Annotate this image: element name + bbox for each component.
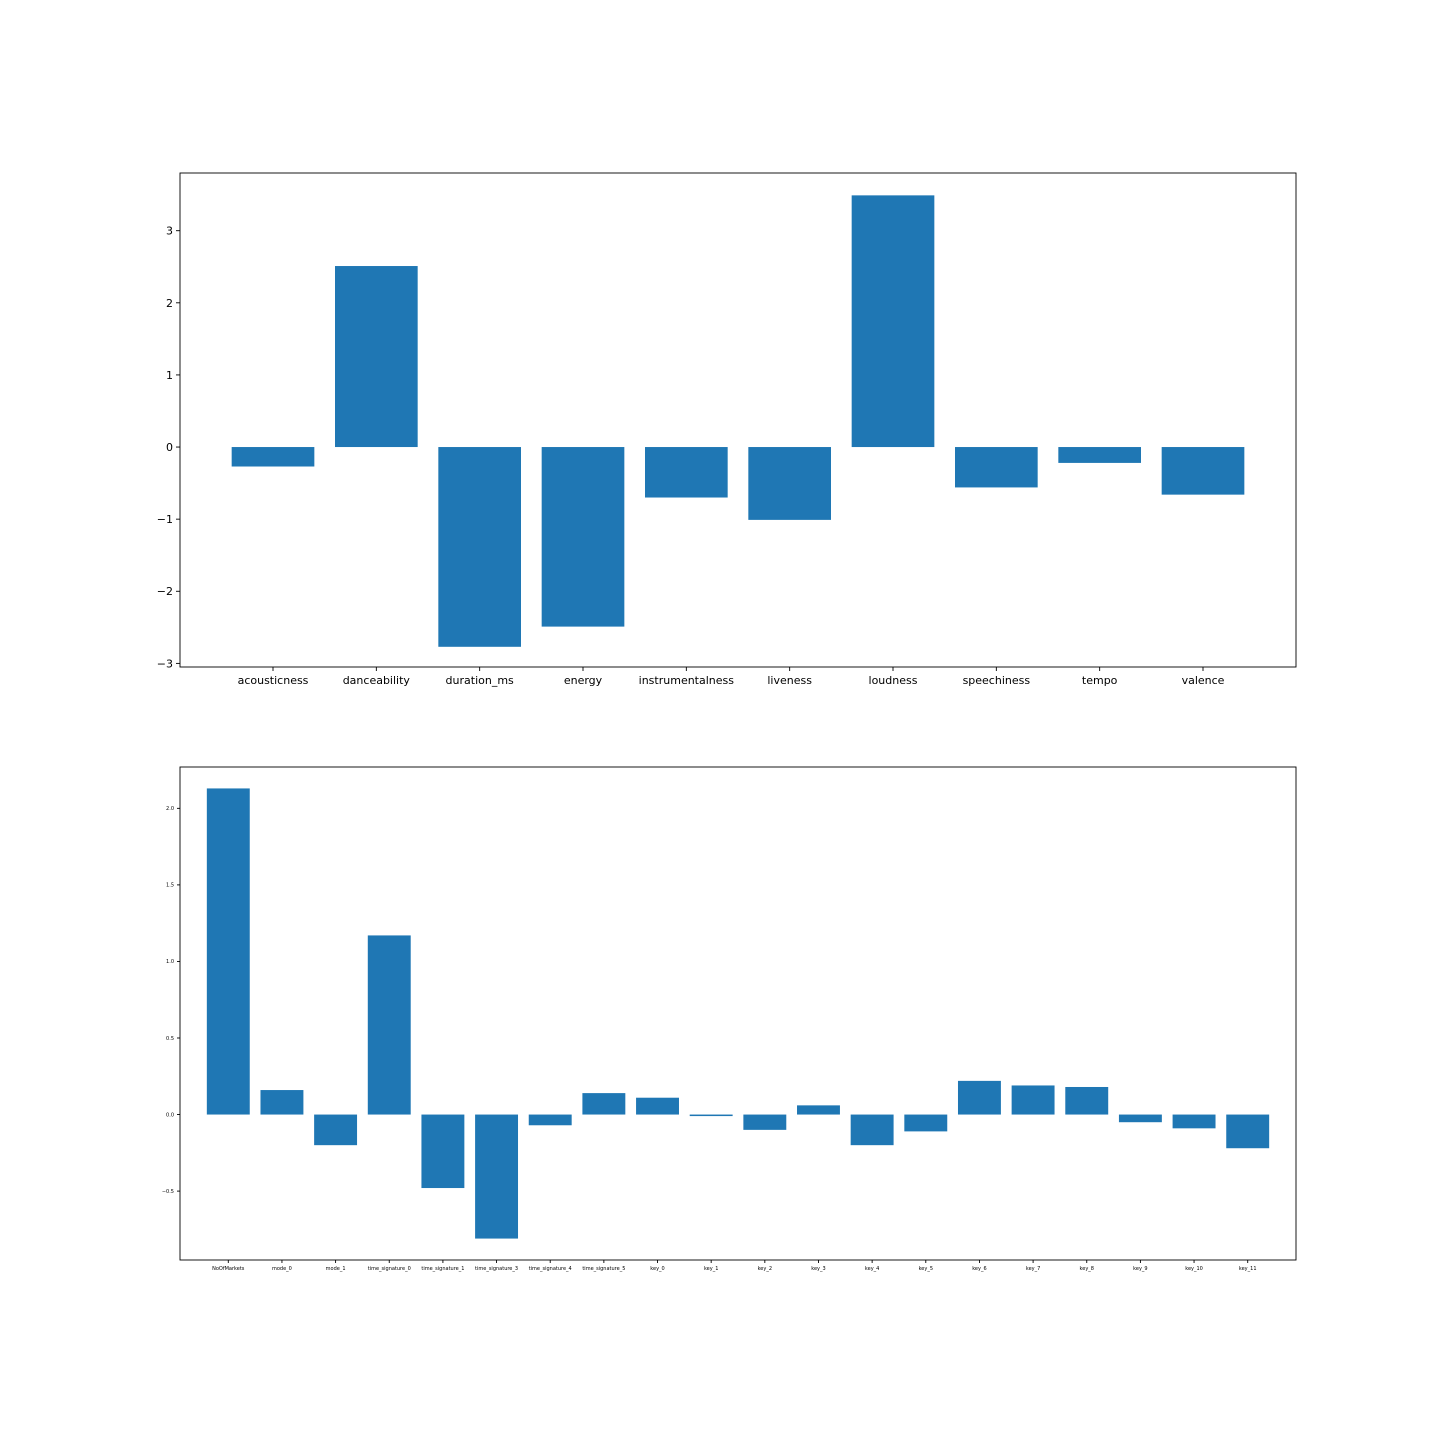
x-tick-label: key_0 <box>650 1266 664 1272</box>
x-tick-label: key_4 <box>865 1266 879 1272</box>
x-tick-label: key_1 <box>704 1266 718 1272</box>
y-tick-label: 1.0 <box>166 959 174 965</box>
bar-key-10 <box>1172 1114 1216 1129</box>
y-tick-label: −2 <box>157 585 173 598</box>
bar-key-8 <box>1065 1086 1109 1115</box>
bar-key-7 <box>1011 1085 1055 1115</box>
bar-time-signature-3 <box>475 1114 519 1239</box>
bar-acousticness <box>231 447 315 467</box>
bar-duration-ms <box>438 447 521 647</box>
chart-features-continuous: −3 −2 −1 0 1 2 3 acousticness danceability durati… <box>157 172 1297 687</box>
y-tick-label: 3 <box>166 225 173 238</box>
y-tick-label: 2.0 <box>166 806 174 812</box>
x-tick-label: key_10 <box>1185 1266 1203 1272</box>
x-tick-label: key_6 <box>972 1266 986 1272</box>
bar-key-2 <box>743 1114 787 1130</box>
y-tick-label: 1 <box>166 369 173 382</box>
x-tick-label: mode_1 <box>326 1266 346 1272</box>
x-tick-label: time_signature_4 <box>529 1266 572 1272</box>
x-tick-label: key_5 <box>919 1266 933 1272</box>
bar-key-11 <box>1226 1114 1270 1149</box>
x-tick-label: valence <box>1182 674 1225 687</box>
y-tick-label: 1.5 <box>166 883 174 889</box>
x-tick-label: loudness <box>869 674 918 687</box>
bar-tempo <box>1058 447 1141 463</box>
x-tick-label: acousticness <box>238 674 309 687</box>
x-tick-label: key_2 <box>758 1266 772 1272</box>
x-tick-label: tempo <box>1082 674 1118 687</box>
axes-frame <box>179 766 1297 1261</box>
bar-key-9 <box>1118 1114 1162 1123</box>
y-tick-label: 0.0 <box>166 1112 174 1118</box>
bar-key-0 <box>636 1097 679 1115</box>
chart-features-categorical: −0.5 0.0 0.5 1.0 1.5 2.0 NoOfMarkets mode_0 mode… <box>162 766 1297 1272</box>
x-tick-label: key_3 <box>811 1266 825 1272</box>
x-tick-label: instrumentalness <box>639 674 735 687</box>
x-tick-label: speechiness <box>963 674 1031 687</box>
y-tick-label: −3 <box>157 657 173 670</box>
bar-time-signature-0 <box>367 935 411 1115</box>
x-tick-label: energy <box>564 674 603 687</box>
x-tick-label: danceability <box>343 674 411 687</box>
bar-loudness <box>851 195 935 448</box>
bar-key-3 <box>797 1105 840 1115</box>
bar-instrumentalness <box>645 447 728 498</box>
axes-frame <box>179 172 1297 668</box>
bar-key-1 <box>689 1114 733 1117</box>
bar-mode-0 <box>260 1090 304 1115</box>
bar-speechiness <box>955 447 1038 488</box>
x-tick-label: key_11 <box>1239 1266 1257 1272</box>
x-tick-label: key_8 <box>1080 1266 1094 1272</box>
x-tick-label: NoOfMarkets <box>212 1266 245 1272</box>
x-tick-label: time_signature_1 <box>421 1266 464 1272</box>
y-tick-label: −1 <box>157 513 173 526</box>
y-tick-label: −0.5 <box>162 1189 174 1195</box>
bar-time-signature-4 <box>528 1114 572 1126</box>
x-tick-label: key_7 <box>1026 1266 1040 1272</box>
bar-time-signature-5 <box>582 1093 626 1115</box>
y-tick-label: 0 <box>166 441 173 454</box>
bar-noofmarkets <box>206 788 250 1115</box>
bar-key-6 <box>957 1080 1001 1115</box>
bar-key-4 <box>850 1114 894 1146</box>
x-tick-label: time_signature_3 <box>475 1266 518 1272</box>
x-tick-label: mode_0 <box>272 1266 292 1272</box>
bar-time-signature-1 <box>421 1114 465 1189</box>
bar-valence <box>1161 447 1245 495</box>
x-tick-label: duration_ms <box>446 674 515 687</box>
y-tick-label: 2 <box>166 297 173 310</box>
bar-key-5 <box>904 1114 948 1132</box>
bar-mode-1 <box>314 1114 358 1146</box>
bar-energy <box>541 447 625 627</box>
bar-liveness <box>748 447 831 520</box>
x-tick-label: liveness <box>767 674 812 687</box>
x-tick-label: time_signature_5 <box>582 1266 625 1272</box>
x-tick-label: key_9 <box>1133 1266 1147 1272</box>
bar-danceability <box>335 266 418 448</box>
x-tick-label: time_signature_0 <box>368 1266 411 1272</box>
y-tick-label: 0.5 <box>166 1036 174 1042</box>
